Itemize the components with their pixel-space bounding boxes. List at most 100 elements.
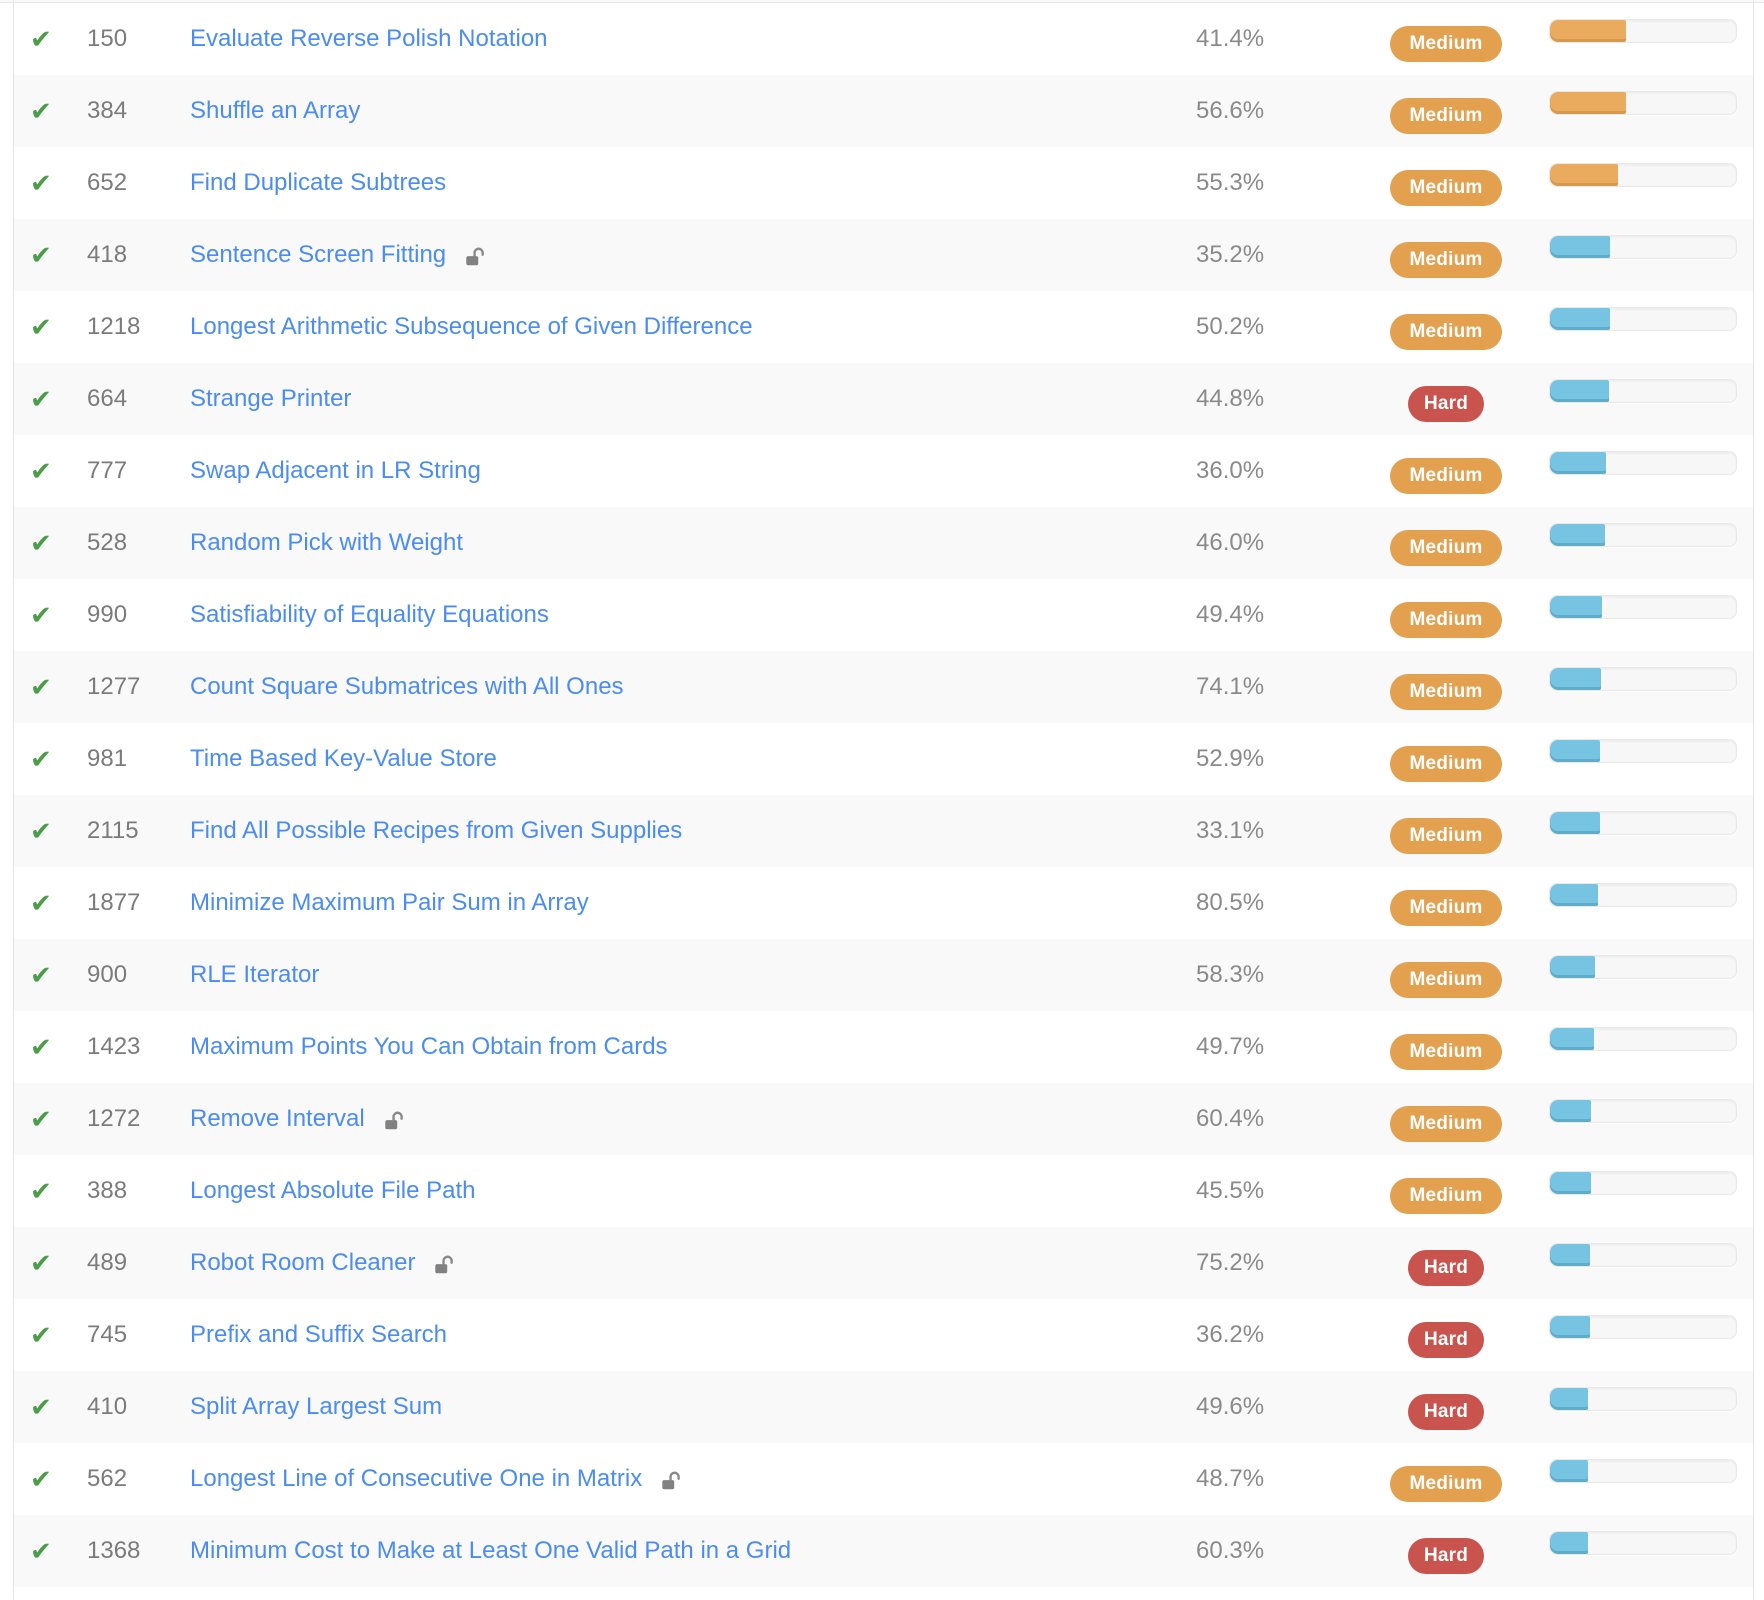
frequency-bar [1549, 1387, 1737, 1411]
table-row: ✔ 150 Evaluate Reverse Polish Notation 4… [0, 3, 1764, 75]
table-row: ✔ 1277 Count Square Submatrices with All… [0, 651, 1764, 723]
lock-open-icon [433, 1254, 455, 1276]
problem-id: 384 [87, 97, 128, 124]
frequency-bar [1549, 739, 1737, 763]
check-icon: ✔ [30, 528, 52, 558]
acceptance-value: 52.9% [1196, 745, 1265, 772]
problem-title-link[interactable]: Minimize Maximum Pair Sum in Array [190, 889, 589, 916]
frequency-bar-fill [1550, 956, 1596, 978]
frequency-bar [1549, 379, 1737, 403]
problem-title-link[interactable]: Swap Adjacent in LR String [190, 457, 481, 484]
table-row: ✔ 410 Split Array Largest Sum 49.6% Hard [0, 1371, 1764, 1443]
frequency-bar [1549, 1027, 1737, 1051]
problem-id: 1277 [87, 673, 141, 700]
frequency-bar [1549, 163, 1737, 187]
table-row: ✔ 652 Find Duplicate Subtrees 55.3% Medi… [0, 147, 1764, 219]
check-icon: ✔ [30, 24, 52, 54]
table-row: ✔ 418 Sentence Screen Fitting 35.2% Medi… [0, 219, 1764, 291]
difficulty-badge: Medium [1389, 1178, 1503, 1214]
problem-title-link[interactable]: Satisfiability of Equality Equations [190, 601, 549, 628]
frequency-bar [1549, 1171, 1737, 1195]
problem-title-link[interactable]: Longest Line of Consecutive One in Matri… [190, 1465, 643, 1492]
table-row: ✔ 489 Robot Room Cleaner 75.2% Hard [0, 1227, 1764, 1299]
problem-title-link[interactable]: Count Square Submatrices with All Ones [190, 673, 624, 700]
table-row: ✔ 528 Random Pick with Weight 46.0% Medi… [0, 507, 1764, 579]
frequency-bar-fill [1550, 1532, 1589, 1554]
problem-title-link[interactable]: Find All Possible Recipes from Given Sup… [190, 817, 683, 844]
lock-open-icon [660, 1470, 682, 1492]
difficulty-badge: Medium [1389, 242, 1503, 278]
difficulty-badge: Medium [1389, 1106, 1503, 1142]
problem-id: 418 [87, 241, 128, 268]
table-top-border [0, 0, 1764, 3]
lock-open-icon [383, 1110, 405, 1132]
table-row: ✔ 745 Prefix and Suffix Search 36.2% Har… [0, 1299, 1764, 1371]
table-row: ✔ 900 RLE Iterator 58.3% Medium [0, 939, 1764, 1011]
problem-title-link[interactable]: Remove Interval [190, 1105, 365, 1132]
problem-title-link[interactable]: Robot Room Cleaner [190, 1249, 416, 1276]
problem-title-link[interactable]: Shuffle an Array [190, 97, 361, 124]
frequency-bar [1549, 595, 1737, 619]
problem-title-link[interactable]: Maximum Points You Can Obtain from Cards [190, 1033, 668, 1060]
problem-id: 1423 [87, 1033, 141, 1060]
problem-title-link[interactable]: Longest Arithmetic Subsequence of Given … [190, 313, 753, 340]
frequency-bar-fill [1550, 452, 1606, 474]
problem-title-link[interactable]: Time Based Key-Value Store [190, 745, 497, 772]
check-icon: ✔ [30, 1104, 52, 1134]
problem-title-link[interactable]: Random Pick with Weight [190, 529, 463, 556]
frequency-bar [1549, 235, 1737, 259]
frequency-bar [1549, 523, 1737, 547]
acceptance-value: 48.7% [1196, 1465, 1265, 1492]
frequency-bar-fill [1550, 740, 1601, 762]
frequency-bar [1549, 1531, 1737, 1555]
problem-id: 652 [87, 169, 128, 196]
check-icon: ✔ [30, 384, 52, 414]
frequency-bar [1549, 19, 1737, 43]
problem-title-link[interactable]: Evaluate Reverse Polish Notation [190, 25, 548, 52]
problem-title-link[interactable]: Prefix and Suffix Search [190, 1321, 448, 1348]
table-row: ✔ 1368 Minimum Cost to Make at Least One… [0, 1515, 1764, 1587]
difficulty-badge: Hard [1407, 1538, 1485, 1574]
frequency-bar [1549, 1315, 1737, 1339]
frequency-bar-fill [1550, 164, 1618, 186]
problem-title-link[interactable]: Sentence Screen Fitting [190, 241, 447, 268]
table-left-border [13, 0, 14, 1600]
problem-id: 1877 [87, 889, 141, 916]
difficulty-badge: Medium [1389, 314, 1503, 350]
frequency-bar-fill [1550, 884, 1598, 906]
acceptance-value: 60.4% [1196, 1105, 1265, 1132]
problem-id: 388 [87, 1177, 128, 1204]
problem-title-link[interactable]: RLE Iterator [190, 961, 320, 988]
acceptance-value: 56.6% [1196, 97, 1265, 124]
table-row: ✔ 384 Shuffle an Array 56.6% Medium [0, 75, 1764, 147]
problem-title-link[interactable]: Strange Printer [190, 385, 352, 412]
check-icon: ✔ [30, 168, 52, 198]
problem-title-link[interactable]: Split Array Largest Sum [190, 1393, 443, 1420]
problem-title-link[interactable]: Find Duplicate Subtrees [190, 169, 447, 196]
difficulty-badge: Hard [1407, 1394, 1485, 1430]
frequency-bar-fill [1550, 380, 1610, 402]
problem-id: 745 [87, 1321, 128, 1348]
table-row: ✔ 1423 Maximum Points You Can Obtain fro… [0, 1011, 1764, 1083]
acceptance-value: 49.6% [1196, 1393, 1265, 1420]
check-icon: ✔ [30, 672, 52, 702]
problem-title-link[interactable]: Longest Absolute File Path [190, 1177, 476, 1204]
acceptance-value: 45.5% [1196, 1177, 1265, 1204]
frequency-bar-fill [1550, 1244, 1591, 1266]
difficulty-badge: Medium [1389, 98, 1503, 134]
table-row: ✔ 1877 Minimize Maximum Pair Sum in Arra… [0, 867, 1764, 939]
difficulty-badge: Medium [1389, 1034, 1503, 1070]
problem-title-link[interactable]: Minimum Cost to Make at Least One Valid … [190, 1537, 792, 1564]
difficulty-badge: Medium [1389, 530, 1503, 566]
frequency-bar-fill [1550, 1388, 1589, 1410]
problem-id: 150 [87, 25, 128, 52]
table-row: ✔ 2115 Find All Possible Recipes from Gi… [0, 795, 1764, 867]
acceptance-value: 49.7% [1196, 1033, 1265, 1060]
table-row: ✔ 562 Longest Line of Consecutive One in… [0, 1443, 1764, 1515]
acceptance-value: 75.2% [1196, 1249, 1265, 1276]
difficulty-badge: Medium [1389, 1466, 1503, 1502]
problem-id: 900 [87, 961, 128, 988]
acceptance-value: 46.0% [1196, 529, 1265, 556]
frequency-bar-fill [1550, 1100, 1592, 1122]
